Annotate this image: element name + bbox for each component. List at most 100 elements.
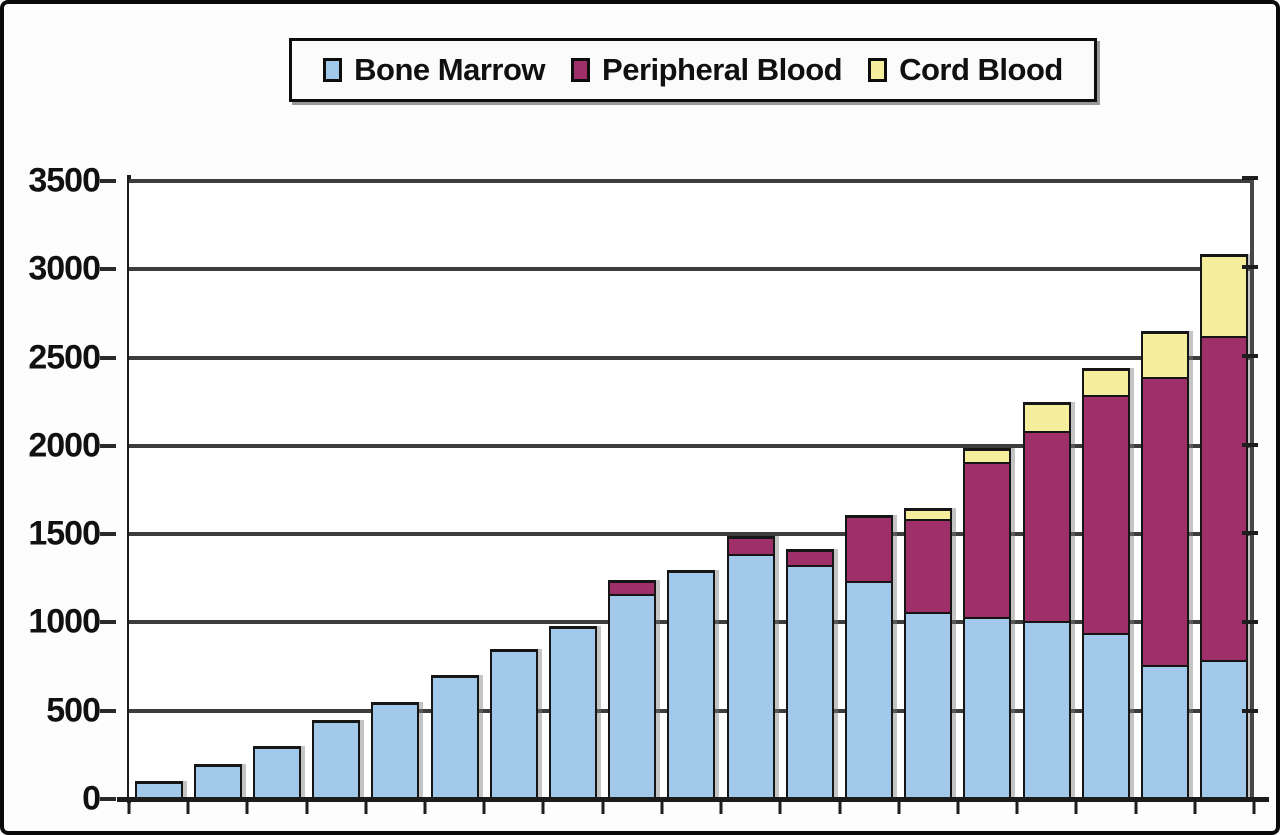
bar-segment-bone-marrow (906, 611, 951, 797)
bar-slot (839, 181, 898, 799)
bar-segment-peripheral-blood (1024, 430, 1069, 621)
x-tick-mark (956, 802, 960, 814)
bar-segment-peripheral-blood (965, 461, 1010, 617)
x-tick-mark (838, 802, 842, 814)
bar-slot (1017, 181, 1076, 799)
bar-segment-peripheral-blood (906, 519, 951, 612)
plot-right-border (1242, 176, 1258, 802)
y-tick-label: 1500 (28, 514, 101, 553)
bar-segment-bone-marrow (551, 628, 596, 797)
bar-segment-cord-blood (1143, 334, 1188, 377)
bar-segment-bone-marrow (255, 749, 299, 797)
x-tick-mark (897, 802, 901, 814)
x-tick-mark (1074, 802, 1078, 814)
stacked-bar (608, 580, 657, 799)
bar-segment-peripheral-blood (728, 538, 773, 554)
y-tick-label: 0 (82, 779, 101, 818)
legend-item-cord-blood: Cord Blood (868, 52, 1063, 88)
legend-label: Peripheral Blood (602, 52, 843, 87)
cord-blood-swatch-icon (868, 58, 888, 82)
bar-segment-cord-blood (1202, 257, 1247, 337)
right-tick-mark (1242, 531, 1258, 536)
x-tick-mark (1252, 802, 1256, 814)
y-tick-mark (100, 797, 116, 801)
right-tick-mark (1242, 620, 1258, 625)
stacked-bar (785, 549, 834, 799)
stacked-bar (667, 570, 716, 799)
bar-segment-bone-marrow (432, 678, 477, 797)
x-tick-mark (601, 802, 605, 814)
bar-slot (307, 181, 366, 799)
gridline (129, 443, 1254, 448)
bar-segment-bone-marrow (610, 594, 655, 797)
stacked-bar (549, 625, 598, 799)
bar-slot (958, 181, 1017, 799)
y-tick-mark (100, 532, 116, 537)
y-axis-labels: 0 500 1000 1500 2000 2500 3000 3500 (14, 162, 116, 818)
bar-segment-peripheral-blood (1083, 395, 1128, 633)
bar-slot (662, 181, 721, 799)
bar-slot (780, 181, 839, 799)
y-tick-label: 1000 (28, 602, 101, 641)
x-tick-mark (778, 802, 782, 814)
stacked-bar (1200, 254, 1249, 799)
y-tick-label: 3500 (28, 161, 101, 200)
bar-segment-peripheral-blood (610, 583, 655, 595)
bar-segment-bone-marrow (491, 651, 536, 797)
x-tick-mark (305, 802, 309, 814)
bar-slot (543, 181, 602, 799)
bar-segment-bone-marrow (314, 722, 359, 797)
stacked-bar (253, 746, 301, 799)
stacked-bar (963, 447, 1012, 799)
bar-segment-bone-marrow (373, 704, 418, 797)
x-tick-mark (1134, 802, 1138, 814)
x-tick-mark (541, 802, 545, 814)
peripheral-blood-swatch-icon (571, 58, 591, 82)
bar-slot (1076, 181, 1135, 799)
stacked-bar (904, 507, 953, 799)
y-tick-label: 3000 (28, 249, 101, 288)
bar-segment-bone-marrow (195, 766, 240, 797)
y-tick-mark (100, 443, 116, 448)
bar-segment-peripheral-blood (1143, 376, 1188, 666)
bar-slot (129, 181, 188, 799)
bar-slot (899, 181, 958, 799)
bar-segment-bone-marrow (136, 784, 181, 797)
legend-item-bone-marrow: Bone Marrow (323, 52, 546, 88)
bar-segment-bone-marrow (669, 573, 714, 797)
x-tick-mark (127, 802, 131, 814)
legend-label: Bone Marrow (354, 52, 546, 87)
y-tick-mark (100, 708, 116, 713)
x-tick-mark (482, 802, 486, 814)
right-tick-mark (1242, 353, 1258, 358)
stacked-bar (312, 719, 361, 799)
x-tick-mark (364, 802, 368, 814)
bar-segment-peripheral-blood (787, 552, 832, 566)
bar-segment-peripheral-blood (1202, 336, 1247, 661)
y-tick-mark (100, 620, 116, 625)
bar-segment-bone-marrow (1202, 660, 1247, 797)
x-tick-mark (245, 802, 249, 814)
right-tick-mark (1242, 709, 1258, 714)
bar-segment-cord-blood (1083, 371, 1128, 396)
gridline (129, 179, 1254, 183)
y-tick-label: 500 (46, 691, 101, 730)
stacked-bar (371, 701, 420, 799)
bar-slot (721, 181, 780, 799)
bars-layer (129, 181, 1254, 799)
stacked-bar (489, 648, 538, 799)
legend-item-peripheral-blood: Peripheral Blood (571, 52, 843, 88)
bar-slot (247, 181, 306, 799)
gridline (129, 267, 1254, 272)
x-tick-mark (423, 802, 427, 814)
right-tick-mark (1242, 264, 1258, 269)
bar-slot (1135, 181, 1194, 799)
bar-segment-bone-marrow (1024, 620, 1069, 797)
bar-segment-cord-blood (906, 510, 951, 520)
stacked-bar (845, 514, 894, 799)
bar-slot (425, 181, 484, 799)
bar-slot (188, 181, 247, 799)
bar-segment-bone-marrow (965, 616, 1010, 797)
bone-marrow-swatch-icon (323, 58, 343, 82)
